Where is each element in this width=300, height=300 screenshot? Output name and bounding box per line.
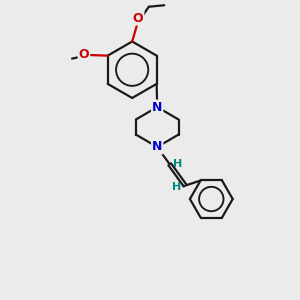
Text: O: O [133,11,143,25]
Text: N: N [152,140,162,154]
Text: H: H [172,182,182,192]
Text: H: H [173,159,183,169]
Text: O: O [79,48,89,61]
Text: N: N [152,100,162,114]
